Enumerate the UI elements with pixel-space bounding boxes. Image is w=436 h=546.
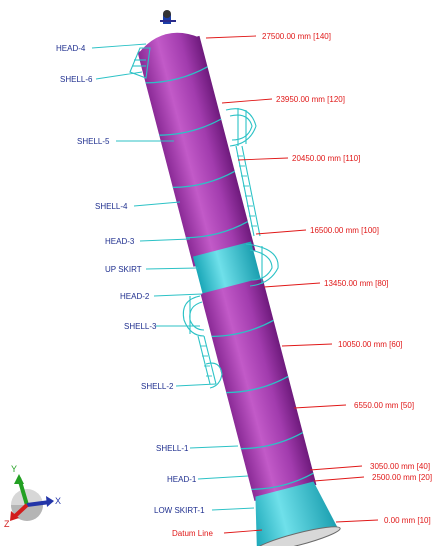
y-axis-label: Y xyxy=(11,464,17,474)
component-leaders xyxy=(91,43,263,534)
elevation-50: 6550.00 mm [50] xyxy=(354,401,414,410)
x-axis-label: X xyxy=(55,496,61,506)
label-low-skirt-1: LOW SKIRT-1 xyxy=(154,506,205,515)
x-axis-arrow xyxy=(26,500,51,507)
top-nozzle xyxy=(160,10,176,24)
elevation-100: 16500.00 mm [100] xyxy=(310,226,379,235)
label-head-1: HEAD-1 xyxy=(167,475,197,484)
component-labels: HEAD-4 SHELL-6 SHELL-5 SHELL-4 HEAD-3 UP… xyxy=(56,44,213,538)
elevation-10: 0.00 mm [10] xyxy=(384,516,431,525)
elevation-80: 13450.00 mm [80] xyxy=(324,279,388,288)
upper-shell-shape[interactable] xyxy=(137,35,256,267)
shell-seams xyxy=(145,66,314,490)
label-datum-line: Datum Line xyxy=(172,529,213,538)
label-shell-5: SHELL-5 xyxy=(77,137,110,146)
elevation-20: 2500.00 mm [20] xyxy=(372,473,432,482)
elevation-110: 20450.00 mm [110] xyxy=(292,154,360,163)
z-axis-label: Z xyxy=(4,519,10,529)
label-shell-4: SHELL-4 xyxy=(95,202,128,211)
elevation-60: 10050.00 mm [60] xyxy=(338,340,402,349)
label-up-skirt: UP SKIRT xyxy=(105,265,142,274)
axis-triad[interactable]: Y X Z xyxy=(4,464,61,529)
label-head-3: HEAD-3 xyxy=(105,237,135,246)
label-shell-6: SHELL-6 xyxy=(60,75,93,84)
platforms-and-ladders[interactable] xyxy=(129,47,279,389)
elevation-140: 27500.00 mm [140] xyxy=(262,32,331,41)
vessel-column[interactable] xyxy=(123,10,341,546)
label-head-4: HEAD-4 xyxy=(56,44,86,53)
elevation-120: 23950.00 mm [120] xyxy=(276,95,345,104)
lower-shell-shape[interactable] xyxy=(200,277,317,501)
elevation-leaders xyxy=(205,35,379,523)
label-head-2: HEAD-2 xyxy=(120,292,150,301)
elevation-40: 3050.00 mm [40] xyxy=(370,462,430,471)
label-shell-2: SHELL-2 xyxy=(141,382,174,391)
elevation-labels: 27500.00 mm [140] 23950.00 mm [120] 2045… xyxy=(262,32,432,525)
label-shell-3: SHELL-3 xyxy=(124,322,157,331)
label-shell-1: SHELL-1 xyxy=(156,444,189,453)
